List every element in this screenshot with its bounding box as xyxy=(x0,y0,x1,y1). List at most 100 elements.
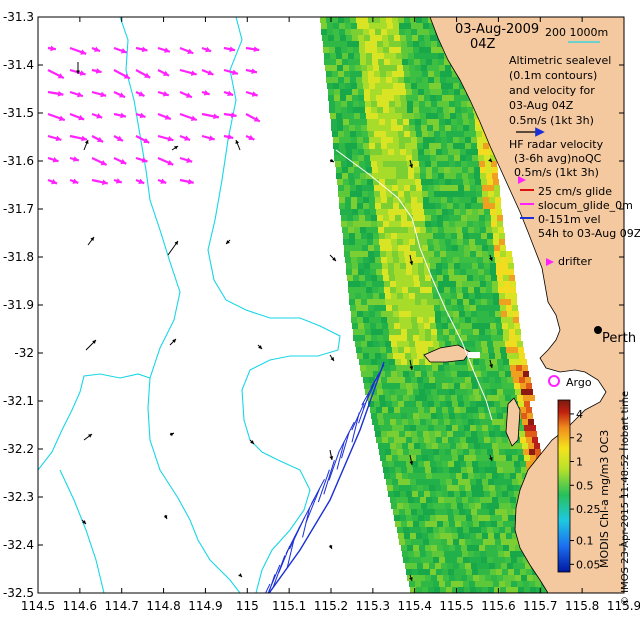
chlorophyll-pixel xyxy=(411,137,417,143)
chlorophyll-pixel xyxy=(412,437,418,443)
chlorophyll-pixel xyxy=(452,71,458,77)
chlorophyll-pixel xyxy=(528,419,534,425)
chlorophyll-pixel xyxy=(430,269,436,275)
chlorophyll-pixel xyxy=(422,347,428,353)
altimetry-arrowhead xyxy=(88,434,92,438)
chlorophyll-pixel xyxy=(445,371,451,377)
chlorophyll-pixel xyxy=(422,191,428,197)
chlorophyll-pixel xyxy=(419,107,425,113)
chlorophyll-pixel xyxy=(497,359,503,365)
chlorophyll-pixel xyxy=(486,173,492,179)
chlorophyll-pixel xyxy=(497,545,503,551)
chlorophyll-pixel xyxy=(508,269,514,275)
chlorophyll-pixel xyxy=(470,587,476,593)
chlorophyll-pixel xyxy=(433,503,439,509)
chlorophyll-pixel xyxy=(346,35,352,41)
chlorophyll-pixel xyxy=(411,311,417,317)
chlorophyll-pixel xyxy=(389,335,395,341)
chlorophyll-pixel xyxy=(454,89,460,95)
chlorophyll-pixel xyxy=(338,71,344,77)
chlorophyll-pixel xyxy=(365,275,371,281)
chlorophyll-pixel xyxy=(398,251,404,257)
chlorophyll-pixel xyxy=(375,137,381,143)
chlorophyll-pixel xyxy=(396,419,402,425)
chlorophyll-pixel xyxy=(459,485,465,491)
chlorophyll-pixel xyxy=(462,365,468,371)
chlorophyll-pixel xyxy=(422,305,428,311)
chlorophyll-pixel xyxy=(446,305,452,311)
chlorophyll-pixel xyxy=(515,545,521,551)
chlorophyll-pixel xyxy=(364,263,370,269)
hf-legend-line-1: HF radar velocity xyxy=(509,138,604,151)
chlorophyll-pixel xyxy=(415,179,421,185)
hf-radar-arrowhead xyxy=(116,135,123,141)
chlorophyll-pixel xyxy=(485,359,491,365)
chlorophyll-pixel xyxy=(495,203,501,209)
x-tick-label: 115.9 xyxy=(607,599,640,613)
chlorophyll-pixel xyxy=(390,167,396,173)
chlorophyll-pixel xyxy=(371,101,377,107)
chlorophyll-pixel xyxy=(455,215,461,221)
chlorophyll-pixel xyxy=(501,539,507,545)
chlorophyll-pixel xyxy=(496,407,502,413)
chlorophyll-pixel xyxy=(468,281,474,287)
chlorophyll-pixel xyxy=(482,587,488,593)
chlorophyll-pixel xyxy=(413,215,419,221)
chlorophyll-pixel xyxy=(382,407,388,413)
chlorophyll-pixel xyxy=(459,317,465,323)
chlorophyll-pixel xyxy=(479,215,485,221)
chlorophyll-pixel xyxy=(446,479,452,485)
chlorophyll-pixel xyxy=(435,137,441,143)
chlorophyll-pixel xyxy=(511,503,517,509)
chlorophyll-pixel xyxy=(388,437,394,443)
chlorophyll-pixel xyxy=(398,245,404,251)
chlorophyll-pixel xyxy=(439,581,445,587)
chlorophyll-pixel xyxy=(339,23,345,29)
chlorophyll-pixel xyxy=(473,329,479,335)
chlorophyll-pixel xyxy=(388,269,394,275)
chlorophyll-pixel xyxy=(358,269,364,275)
chlorophyll-pixel xyxy=(392,305,398,311)
chlorophyll-pixel xyxy=(362,131,368,137)
chlorophyll-pixel xyxy=(344,77,350,83)
chlorophyll-pixel xyxy=(442,263,448,269)
chlorophyll-pixel xyxy=(400,515,406,521)
chlorophyll-pixel xyxy=(345,257,351,263)
hf-radar-arrowhead xyxy=(120,158,127,165)
chlorophyll-pixel xyxy=(417,485,423,491)
chlorophyll-pixel xyxy=(426,365,432,371)
chlorophyll-pixel xyxy=(498,419,504,425)
chlorophyll-pixel xyxy=(464,191,470,197)
chlorophyll-pixel xyxy=(368,77,374,83)
chlorophyll-pixel xyxy=(420,551,426,557)
chlorophyll-pixel xyxy=(369,29,375,35)
chlorophyll-pixel xyxy=(427,119,433,125)
chlorophyll-pixel xyxy=(363,83,369,89)
chlorophyll-pixel xyxy=(421,299,427,305)
chlorophyll-pixel xyxy=(339,203,345,209)
chlorophyll-pixel xyxy=(503,575,509,581)
plot-area xyxy=(38,17,624,593)
chlorophyll-pixel xyxy=(417,311,423,317)
chlorophyll-pixel xyxy=(449,335,455,341)
chlorophyll-pixel xyxy=(378,59,384,65)
chlorophyll-pixel xyxy=(476,131,482,137)
colorbar-tick-label: 1 xyxy=(576,456,583,469)
chlorophyll-pixel xyxy=(409,581,415,587)
chlorophyll-pixel xyxy=(359,329,365,335)
chlorophyll-pixel xyxy=(446,71,452,77)
chlorophyll-pixel xyxy=(370,89,376,95)
chlorophyll-pixel xyxy=(411,203,417,209)
chlorophyll-pixel xyxy=(396,473,402,479)
chlorophyll-pixel xyxy=(418,515,424,521)
chlorophyll-pixel xyxy=(491,335,497,341)
chlorophyll-pixel xyxy=(359,275,365,281)
chlorophyll-pixel xyxy=(377,47,383,53)
chlorophyll-pixel xyxy=(464,305,470,311)
chlorophyll-pixel xyxy=(393,353,399,359)
chlorophyll-pixel xyxy=(339,29,345,35)
chlorophyll-pixel xyxy=(347,275,353,281)
chlorophyll-pixel xyxy=(398,17,404,23)
chlorophyll-pixel xyxy=(485,467,491,473)
chlorophyll-pixel xyxy=(373,179,379,185)
